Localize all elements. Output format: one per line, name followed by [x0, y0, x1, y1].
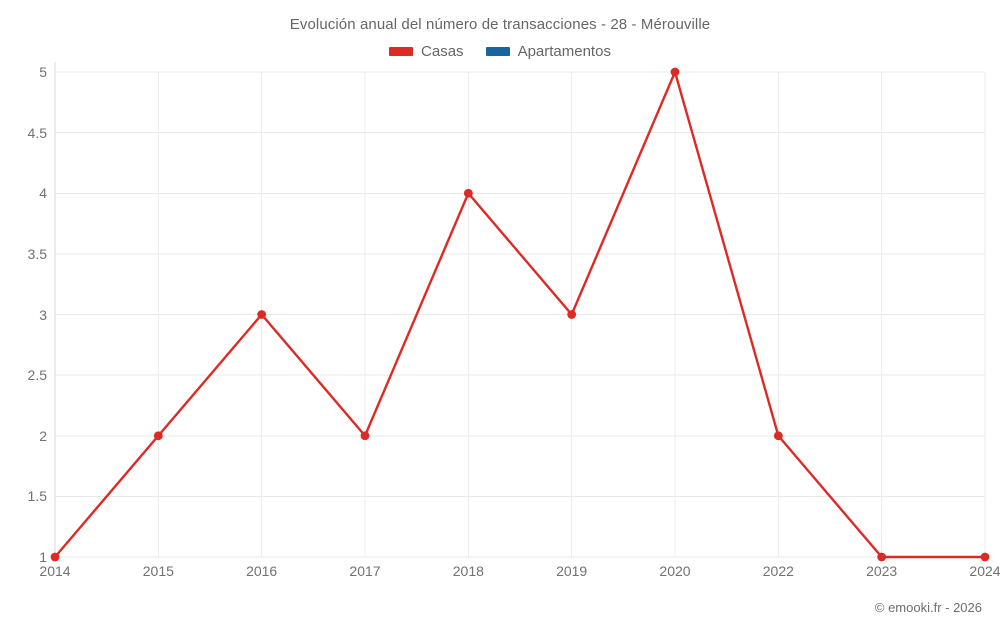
- legend-item-casas[interactable]: Casas: [389, 43, 464, 60]
- x-tick-label: 2015: [142, 563, 174, 579]
- data-point[interactable]: [153, 431, 163, 441]
- data-point[interactable]: [50, 552, 60, 562]
- x-tick-label: 2019: [556, 563, 588, 579]
- y-tick-label: 5: [39, 64, 47, 80]
- data-point[interactable]: [360, 431, 370, 441]
- footer-credit: © emooki.fr - 2026: [874, 600, 982, 615]
- x-tick-label: 2020: [659, 563, 691, 579]
- legend-item-apartamentos[interactable]: Apartamentos: [485, 43, 611, 60]
- gridlines: [54, 62, 986, 558]
- x-axis: 2014 2015 2016 2017 2018 2019 2020 2022 2023 2024: [39, 563, 1000, 587]
- y-tick-label: 3.5: [27, 245, 47, 262]
- data-point[interactable]: [980, 552, 990, 562]
- legend-label: Casas: [421, 43, 464, 60]
- data-point[interactable]: [773, 431, 783, 441]
- plot-area: [50, 62, 990, 562]
- legend-label: Apartamentos: [517, 43, 611, 60]
- y-tick-label: 1.5: [27, 488, 47, 505]
- data-point[interactable]: [567, 310, 577, 319]
- x-tick-label: 2022: [762, 563, 794, 579]
- x-tick-label: 2016: [246, 563, 278, 579]
- x-tick-label: 2023: [866, 563, 898, 579]
- data-point[interactable]: [257, 310, 267, 319]
- y-tick-label: 4.5: [27, 124, 47, 141]
- y-tick-label: 2: [39, 427, 47, 444]
- x-tick-label: 2024: [969, 563, 1000, 579]
- y-axis: 1 1.5 2 2.5 3 3.5 4 4.5 5: [0, 64, 47, 565]
- chart-legend: Casas Apartamentos: [0, 43, 1000, 60]
- legend-swatch-apartamentos: [485, 47, 510, 56]
- data-point[interactable]: [670, 67, 680, 77]
- x-tick-label: 2018: [452, 563, 484, 579]
- y-tick-label: 4: [39, 185, 47, 202]
- y-tick-label: 1: [39, 549, 47, 565]
- series-line-casas: [53, 70, 987, 559]
- y-tick-label: 2.5: [27, 367, 47, 384]
- chart-title: Evolución anual del número de transaccio…: [289, 16, 711, 33]
- data-point[interactable]: [463, 188, 473, 198]
- legend-swatch-casas: [389, 47, 414, 56]
- data-series-layer: [50, 67, 990, 562]
- x-tick-label: 2017: [349, 563, 381, 579]
- data-point[interactable]: [877, 552, 887, 562]
- x-tick-label: 2014: [39, 563, 71, 579]
- y-tick-label: 3: [39, 306, 47, 323]
